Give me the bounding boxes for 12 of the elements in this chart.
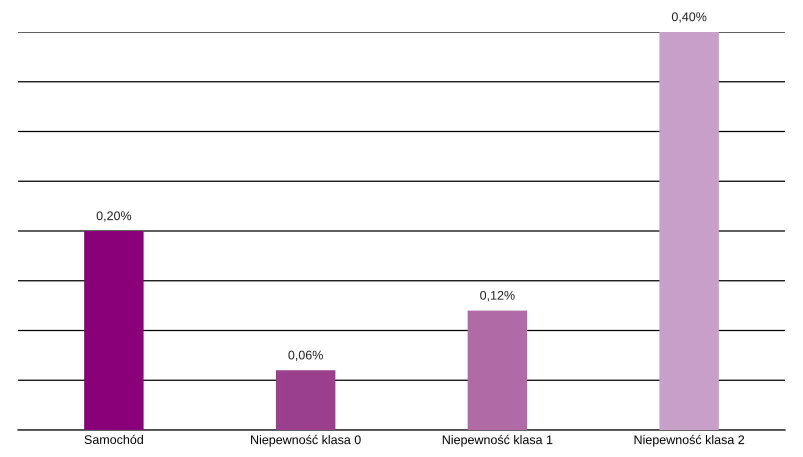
x-tick-label: Samochód (84, 434, 143, 444)
bar (276, 370, 336, 430)
x-tick-label: Niepewność klasa 0 (251, 434, 361, 447)
data-label: 0,12% (480, 290, 515, 302)
bar (468, 310, 528, 430)
bar (659, 32, 719, 430)
x-tick-label: Niepewność klasa 1 (442, 434, 552, 447)
data-label: 0,40% (672, 12, 706, 23)
bar (84, 231, 144, 430)
data-label: 0,06% (288, 350, 323, 361)
x-tick-label: Niepewność klasa 2 (634, 434, 744, 447)
data-label: 0,20% (96, 211, 132, 222)
